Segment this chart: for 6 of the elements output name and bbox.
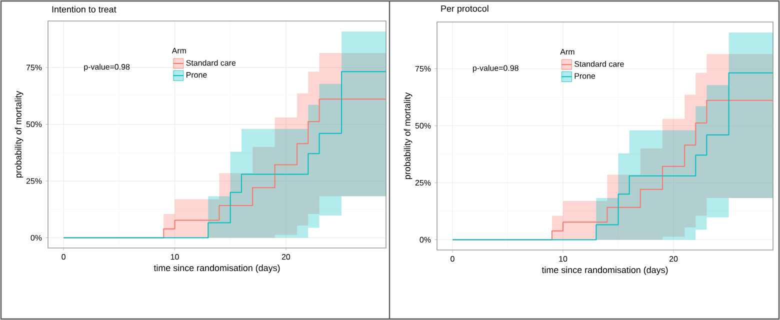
- y-axis-title: probability of mortality: [14, 90, 24, 178]
- chart-title: Per protocol: [441, 5, 488, 14]
- chart-title: Intention to treat: [52, 6, 116, 13]
- x-axis-title: time since randomisation (days): [154, 264, 280, 273]
- y-axis-title: probability of mortality: [404, 92, 412, 180]
- x-axis-title: time since randomisation (days): [542, 266, 668, 275]
